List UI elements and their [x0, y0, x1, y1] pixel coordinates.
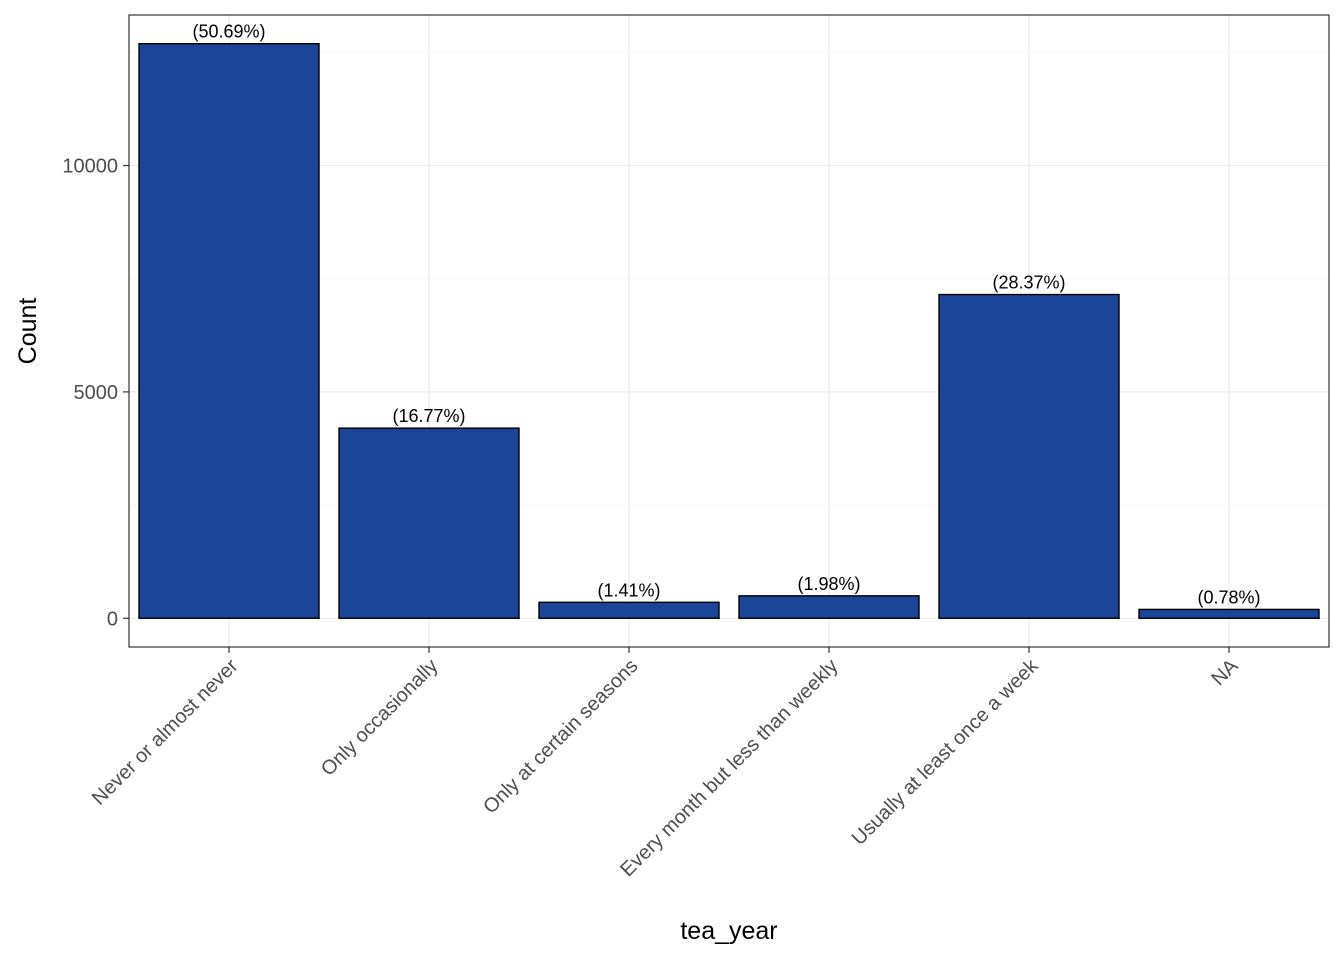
y-tick-label: 0 — [107, 608, 118, 630]
x-axis-title: tea_year — [680, 917, 777, 945]
y-tick-label: 5000 — [74, 382, 119, 404]
bars — [138, 43, 1320, 619]
y-axis: 0 5000 10000 — [62, 156, 129, 630]
bar — [938, 293, 1120, 619]
x-tick-label: NA — [1207, 655, 1243, 691]
y-tick-label: 10000 — [62, 156, 118, 178]
y-axis-title: Count — [14, 298, 42, 365]
x-axis: Never or almost never Only occasionally On… — [88, 647, 1243, 881]
x-tick-label: Every month but less than weekly — [616, 655, 842, 881]
data-labels: (50.69%) (16.77%) (1.41%) (1.98%) (28.37%) (0… — [192, 22, 1260, 608]
bar-value-label: (16.77%) — [392, 406, 465, 426]
bar-value-label: (0.78%) — [1197, 587, 1260, 607]
panel-border — [128, 14, 1330, 648]
bar — [338, 427, 520, 619]
bar — [538, 601, 720, 619]
bar-value-label: (1.41%) — [597, 580, 660, 600]
bar-value-label: (1.98%) — [797, 574, 860, 594]
grid-lines — [129, 15, 1329, 647]
bar-value-label: (50.69%) — [192, 22, 265, 42]
x-tick-label: Only occasionally — [317, 655, 443, 781]
bar-value-label: (28.37%) — [992, 273, 1065, 293]
bar — [138, 43, 320, 619]
x-tick-label: Only at certain seasons — [479, 655, 642, 818]
x-tick-label: Never or almost never — [88, 655, 243, 810]
bar — [738, 595, 920, 619]
x-tick-label: Usually at least once a week — [848, 654, 1043, 849]
bar — [1138, 608, 1320, 619]
